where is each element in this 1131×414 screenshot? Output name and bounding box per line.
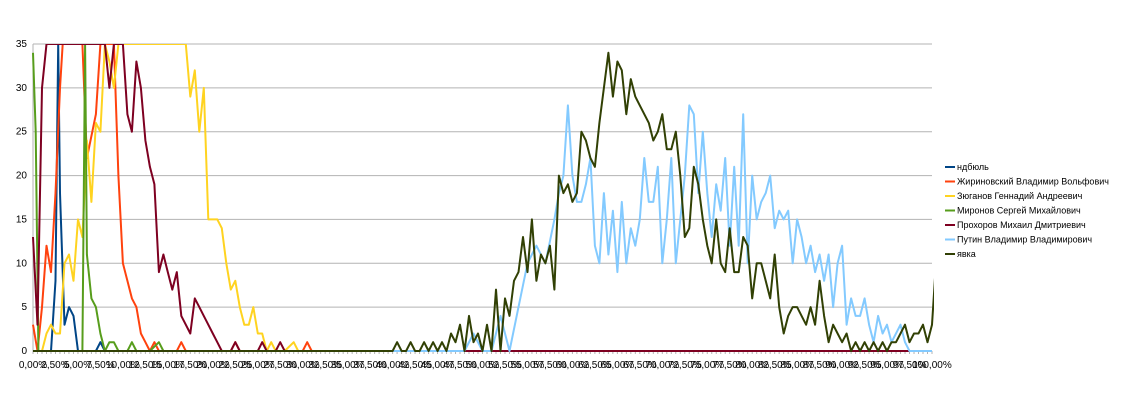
x-tick-label: 80,00% <box>735 360 769 371</box>
x-tick-label: 77,50% <box>713 360 747 371</box>
x-tick-label: 42,50% <box>398 360 432 371</box>
x-tick-label: 90,00% <box>825 360 859 371</box>
legend-label: Миронов Сергей Михайлович <box>957 206 1081 216</box>
x-tick-label: 30,00% <box>286 360 320 371</box>
x-tick-label: 27,50% <box>263 360 297 371</box>
x-tick-label: 0,00% <box>19 360 47 371</box>
x-tick-label: 52,50% <box>488 360 522 371</box>
x-tick-label: 47,50% <box>443 360 477 371</box>
x-tick-label: 32,50% <box>308 360 342 371</box>
x-tick-label: 67,50% <box>623 360 657 371</box>
x-tick-label: 92,50% <box>848 360 882 371</box>
y-tick-label: 20 <box>16 171 28 182</box>
x-tick-label: 50,00% <box>466 360 500 371</box>
series-line-5 <box>33 104 932 352</box>
x-tick-label: 97,50% <box>893 360 927 371</box>
x-tick-label: 25,00% <box>241 360 275 371</box>
x-tick-labels: 0,00%2,50%5,00%7,50%10,00%12,50%15,00%17… <box>19 360 952 371</box>
y-tick-label: 10 <box>16 258 28 269</box>
x-tick-label: 87,50% <box>803 360 837 371</box>
legend-label: Жириновский Владимир Вольфович <box>957 177 1109 187</box>
x-tick-label: 62,50% <box>578 360 612 371</box>
x-tick-label: 57,50% <box>533 360 567 371</box>
x-tick-label: 37,50% <box>353 360 387 371</box>
legend-label: ндбюль <box>957 162 989 172</box>
series-line-2 <box>33 44 932 352</box>
x-tick-label: 12,50% <box>128 360 162 371</box>
x-tick-label: 60,00% <box>555 360 589 371</box>
y-tick-label: 30 <box>16 83 28 94</box>
x-tick-label: 100,00% <box>912 360 952 371</box>
y-tick-label: 5 <box>21 302 27 313</box>
x-tick-label: 15,00% <box>151 360 185 371</box>
x-tick-label: 40,00% <box>376 360 410 371</box>
y-tick-label: 0 <box>21 346 27 357</box>
y-tick-label: 35 <box>16 39 28 50</box>
legend-label: Путин Владимир Владимирович <box>957 235 1092 245</box>
y-tick-label: 25 <box>16 127 28 138</box>
x-tick-label: 2,50% <box>41 360 69 371</box>
series-lines <box>32 44 934 352</box>
legend-label: явка <box>957 249 976 259</box>
x-tick-label: 85,00% <box>780 360 814 371</box>
legend-label: Зюганов Геннадий Андреевич <box>957 191 1083 201</box>
x-tick-label: 10,00% <box>106 360 140 371</box>
x-tick-label: 20,00% <box>196 360 230 371</box>
x-tick-label: 35,00% <box>331 360 365 371</box>
legend-label: Прохоров Михаил Дмитриевич <box>957 220 1086 230</box>
x-tick-label: 22,50% <box>218 360 252 371</box>
x-tick-label: 95,00% <box>870 360 904 371</box>
series-line-0 <box>33 44 932 352</box>
x-tick-label: 55,00% <box>510 360 544 371</box>
y-tick-label: 15 <box>16 214 28 225</box>
x-tick-label: 45,00% <box>421 360 455 371</box>
legend: ндбюль Жириновский Владимир Вольфович Зюга… <box>945 162 1109 259</box>
x-tick-label: 82,50% <box>758 360 792 371</box>
x-tick-label: 65,00% <box>600 360 634 371</box>
x-tick-label: 5,00% <box>64 360 92 371</box>
y-tick-labels: 0 5 10 15 20 25 30 35 <box>16 39 28 357</box>
x-tick-label: 17,50% <box>173 360 207 371</box>
x-tick-label: 75,00% <box>690 360 724 371</box>
x-tick-label: 7,50% <box>86 360 114 371</box>
x-tick-label: 72,50% <box>668 360 702 371</box>
series-line-6 <box>33 51 934 352</box>
x-tick-label: 70,00% <box>645 360 679 371</box>
